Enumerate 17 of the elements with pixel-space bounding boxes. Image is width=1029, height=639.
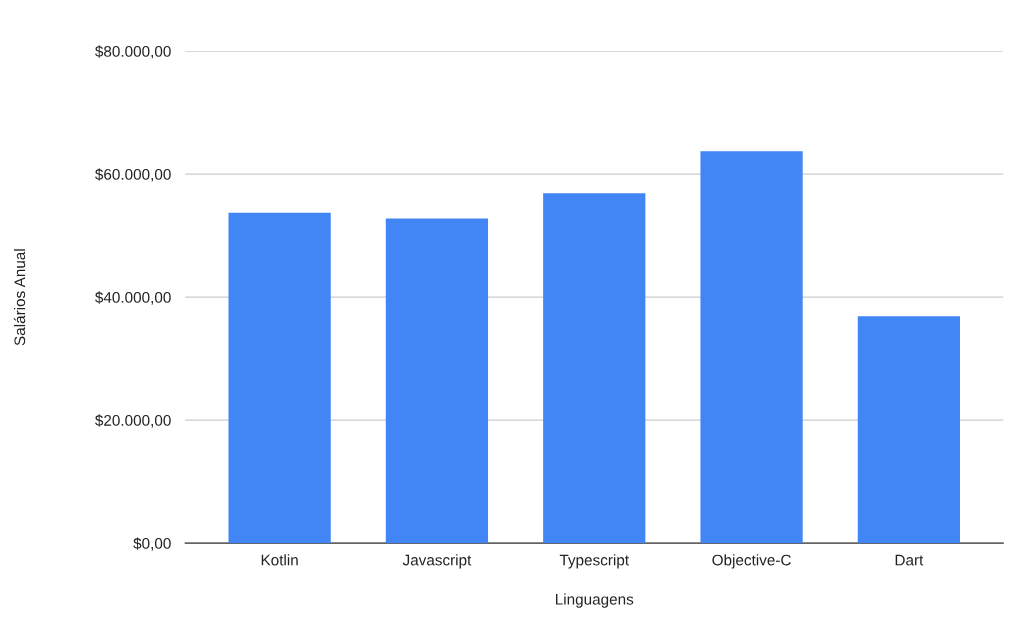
x-tick-label: Javascript	[402, 554, 472, 569]
bar	[228, 212, 331, 544]
x-tick-label: Typescript	[559, 554, 629, 569]
bar	[857, 316, 961, 544]
y-tick-label: $40.000,00	[95, 291, 171, 305]
y-tick-label: $60.000,00	[95, 168, 171, 182]
x-tick-label: Objective-C	[712, 554, 791, 569]
x-axis-title: Linguagens	[556, 593, 634, 608]
y-axis-title: Salários Anual	[13, 249, 26, 346]
y-tick-label: $0,00	[133, 537, 171, 551]
y-tick-label: $20.000,00	[95, 414, 171, 428]
y-tick-label: $80.000,00	[95, 45, 171, 59]
bar	[385, 218, 489, 544]
bar	[543, 193, 646, 544]
x-tick-label: Dart	[895, 554, 924, 566]
x-tick-label: Kotlin	[261, 554, 298, 566]
bar	[700, 151, 803, 544]
